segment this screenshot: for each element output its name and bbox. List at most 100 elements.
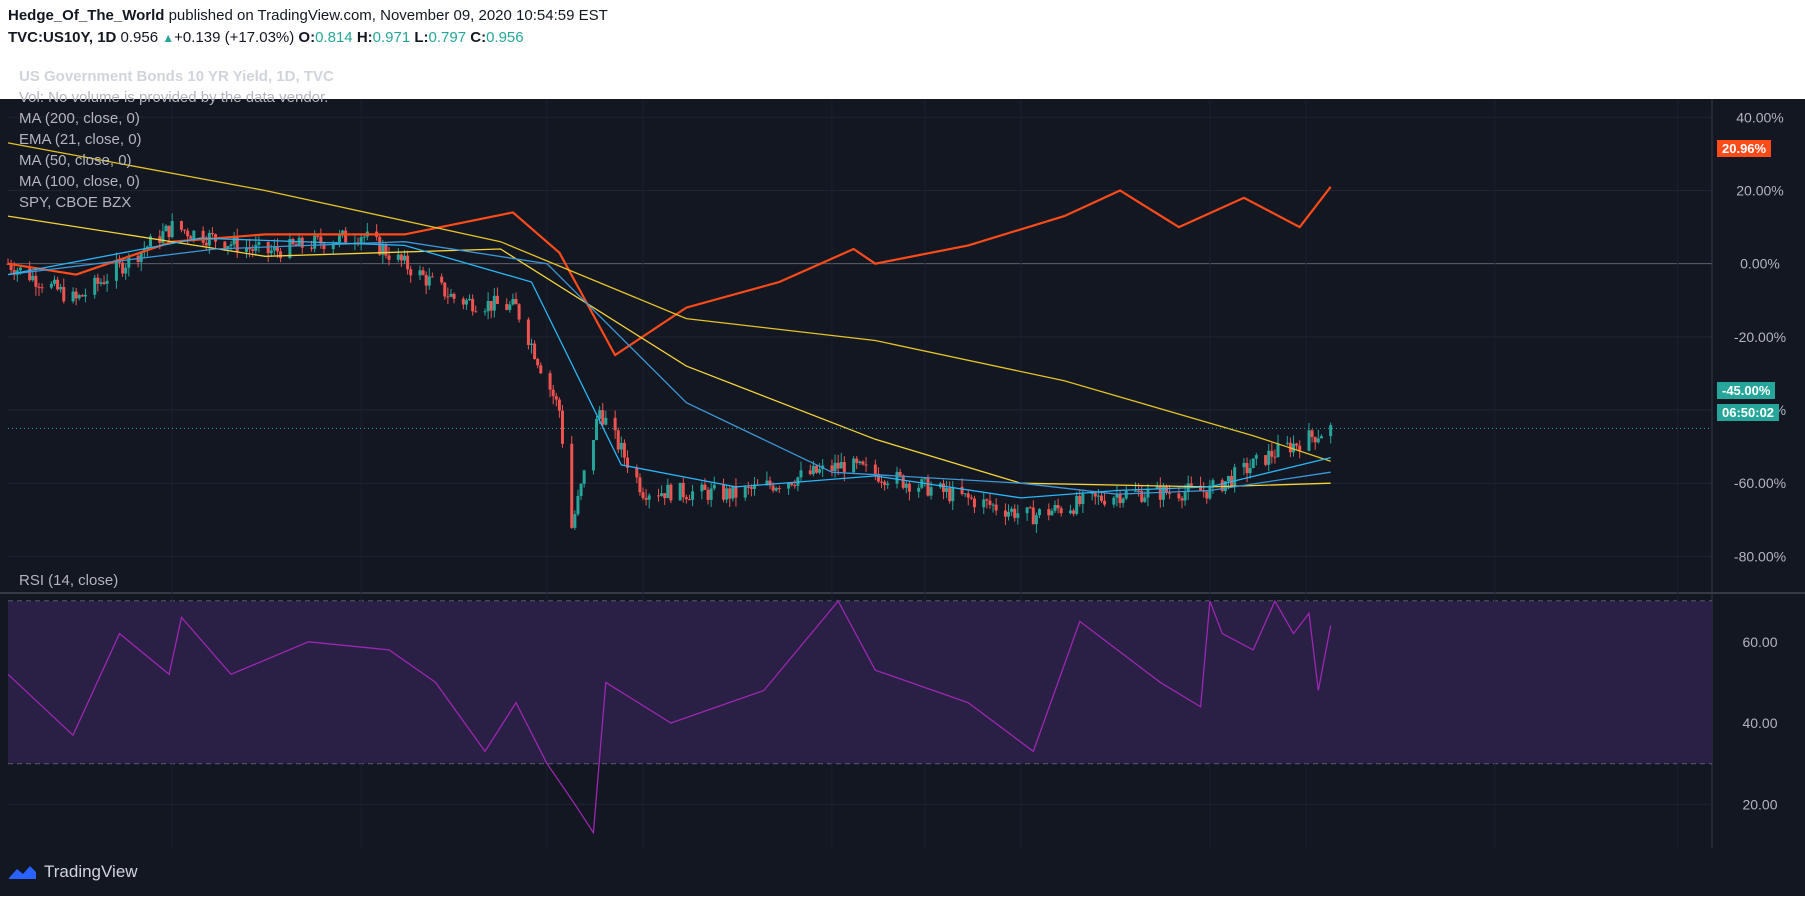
candle-body <box>873 464 877 474</box>
candle-body <box>1183 491 1187 501</box>
candle-body <box>495 295 499 304</box>
candle-body <box>1007 511 1011 517</box>
price-value-badge: -45.00% <box>1717 382 1776 399</box>
candle-body <box>808 470 812 475</box>
candle-body <box>1165 486 1169 493</box>
candle-body <box>1103 500 1107 505</box>
candle-body <box>771 485 775 491</box>
change-value: +0.139 (+17.03%) <box>174 29 295 46</box>
candle-body <box>1319 436 1323 439</box>
candle-body <box>641 492 645 499</box>
candle-body <box>77 295 81 299</box>
candle-body <box>406 255 410 270</box>
candle-body <box>34 275 38 287</box>
candle-body <box>223 241 227 250</box>
candle-body <box>124 267 128 274</box>
candle-body <box>248 247 252 250</box>
candle-body <box>591 440 595 471</box>
candle-body <box>409 269 413 276</box>
candle-body <box>102 282 106 284</box>
spy-value-badge: 20.96% <box>1717 140 1772 157</box>
candle-body <box>1205 491 1209 499</box>
candle-body <box>1099 495 1103 501</box>
candle-body <box>604 417 608 425</box>
candle-body <box>359 237 363 244</box>
candle-body <box>443 282 447 297</box>
legend-ma200[interactable]: MA (200, close, 0) <box>19 110 140 127</box>
price-tick-label: -60.00% <box>1734 475 1786 491</box>
candle-body <box>1199 485 1203 491</box>
candle-body <box>573 514 577 528</box>
candle-body <box>901 475 905 488</box>
candle-body <box>1003 510 1007 517</box>
series-line <box>7 142 1331 462</box>
candle-body <box>1075 495 1079 514</box>
candle-body <box>114 260 118 281</box>
candle-body <box>842 461 846 473</box>
candle-body <box>966 493 970 498</box>
candle-body <box>917 487 921 492</box>
candle-body <box>1208 485 1212 499</box>
candle-body <box>378 236 382 255</box>
candle-body <box>161 231 165 243</box>
candle-body <box>74 291 78 299</box>
candle-body <box>1248 468 1252 474</box>
candle-body <box>319 236 323 244</box>
candle-body <box>557 399 561 411</box>
candle-body <box>687 499 691 501</box>
candle-body <box>1016 513 1020 518</box>
candle-body <box>681 482 685 498</box>
candle-body <box>275 246 279 252</box>
candle-body <box>183 229 187 231</box>
published-text: published on TradingView.com, November 0… <box>168 7 608 24</box>
rsi-band <box>8 601 1712 764</box>
candle-body <box>279 251 283 258</box>
candle-body <box>743 486 747 498</box>
candle-body <box>703 484 707 490</box>
legend-volume[interactable]: Vol: No volume is provided by the data v… <box>19 89 329 106</box>
candle-body <box>316 235 320 237</box>
candle-body <box>1134 490 1138 492</box>
candle-body <box>1245 462 1249 474</box>
legend-title[interactable]: US Government Bonds 10 YR Yield, 1D, TVC <box>19 68 334 85</box>
candle-body <box>396 254 400 260</box>
legend-rsi[interactable]: RSI (14, close) <box>19 572 119 589</box>
open-label: O: <box>298 29 316 46</box>
candle-body <box>337 234 341 243</box>
candle-body <box>1050 510 1054 516</box>
candle-body <box>858 461 862 464</box>
rsi-tick-label: 40.00 <box>1742 715 1777 731</box>
legend-ema21[interactable]: EMA (21, close, 0) <box>19 131 142 148</box>
candle-body <box>855 458 859 464</box>
rsi-axis: 60.00 40.00 20.00 <box>1742 634 1777 813</box>
candle-body <box>204 242 208 246</box>
candle-body <box>468 298 472 301</box>
candle-body <box>1276 443 1280 457</box>
tradingview-icon <box>9 866 36 879</box>
tradingview-logo[interactable]: TradingView <box>8 862 138 882</box>
low-label: L: <box>414 29 429 46</box>
candle-body <box>656 495 660 497</box>
candle-body <box>1059 508 1063 514</box>
candle-body <box>37 286 41 288</box>
chart-canvas[interactable]: 40.00%20.00%0.00%-20.00%-40.00%-60.00%-8… <box>0 66 1805 914</box>
candle-body <box>229 244 233 247</box>
candle-body <box>929 487 933 496</box>
candle-body <box>139 251 143 263</box>
legend-ma50[interactable]: MA (50, close, 0) <box>19 152 132 169</box>
author-name[interactable]: Hedge_Of_The_World <box>8 7 165 24</box>
candle-body <box>1189 483 1193 486</box>
candle-body <box>1090 492 1094 494</box>
candle-body <box>616 430 620 450</box>
candle-body <box>1307 430 1311 451</box>
indicator-lines <box>7 142 1712 835</box>
candle-body <box>471 298 475 312</box>
candle-body <box>1254 455 1258 459</box>
candle-body <box>839 461 843 469</box>
candle-body <box>440 276 444 283</box>
rsi-tick-label: 60.00 <box>1742 634 1777 650</box>
candle-body <box>167 225 171 238</box>
legend-ma100[interactable]: MA (100, close, 0) <box>19 173 140 190</box>
candle-body <box>1025 507 1029 514</box>
legend-spy[interactable]: SPY, CBOE BZX <box>19 194 132 211</box>
